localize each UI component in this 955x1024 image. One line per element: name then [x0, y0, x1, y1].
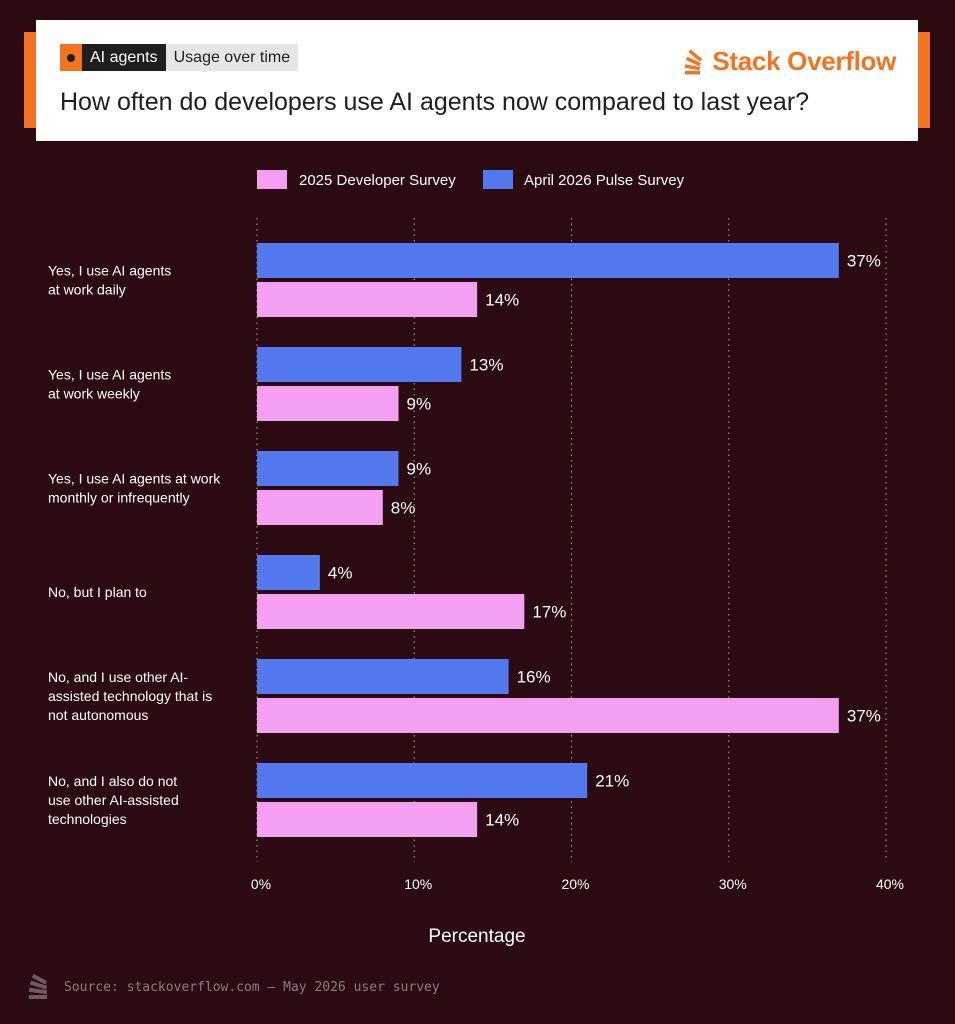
- left-accent-bar: [24, 32, 36, 128]
- source-note: Source: stackoverflow.com — May 2026 use…: [64, 979, 440, 995]
- bar-2025: [257, 386, 399, 421]
- x-tick-label: 20%: [561, 876, 589, 892]
- category-label: not autonomous: [48, 707, 148, 723]
- brand-name: Stack Overflow: [712, 46, 896, 76]
- x-tick-label: 40%: [876, 876, 904, 892]
- stack-overflow-logo: Stack Overflow: [684, 46, 896, 77]
- category-label: Yes, I use AI agents: [48, 367, 171, 383]
- legend-swatch-2026: [483, 170, 513, 189]
- tag-ai-agents: AI agents: [60, 44, 166, 71]
- category-label: at work daily: [48, 282, 126, 298]
- tag-usage-label: Usage over time: [173, 48, 291, 66]
- x-tick-label: 10%: [404, 876, 432, 892]
- bar-2026-label: 13%: [469, 356, 503, 375]
- bar-2026: [257, 451, 399, 486]
- bar-2025-label: 17%: [532, 603, 566, 622]
- bar-2025: [257, 490, 383, 525]
- x-axis-label: Percentage: [428, 926, 525, 947]
- bar-2025: [257, 698, 839, 733]
- x-tick-label: 30%: [719, 876, 747, 892]
- category-label: monthly or infrequently: [48, 490, 190, 506]
- bar-2026-label: 37%: [847, 252, 881, 271]
- tag-ai-agents-label: AI agents: [90, 48, 158, 66]
- category-label: assisted technology that is: [48, 688, 212, 704]
- stack-icon: [28, 974, 48, 999]
- tag-dot-icon: [60, 44, 82, 71]
- bar-2025-label: 8%: [391, 499, 416, 518]
- header-card: AI agents Usage over time Stack Overflow…: [36, 20, 918, 141]
- category-label: technologies: [48, 811, 127, 827]
- bar-2026-label: 21%: [595, 772, 629, 791]
- topic-tags: AI agents Usage over time: [60, 44, 299, 71]
- bar-2026-label: 4%: [328, 564, 353, 583]
- legend-label-2026: April 2026 Pulse Survey: [524, 172, 685, 189]
- bar-2025: [257, 594, 525, 629]
- category-label: at work weekly: [48, 386, 140, 402]
- category-label: Yes, I use AI agents: [48, 263, 171, 279]
- tag-usage-over-time: Usage over time: [165, 44, 299, 71]
- bar-2026: [257, 555, 320, 590]
- right-accent-bar: [918, 32, 930, 128]
- bar-2025-label: 14%: [485, 291, 519, 310]
- footer: Source: stackoverflow.com — May 2026 use…: [28, 974, 440, 1000]
- x-tick-label: 0%: [251, 876, 271, 892]
- stack-overflow-icon: [685, 48, 703, 74]
- bar-2026-label: 9%: [407, 460, 432, 479]
- bar-2026: [257, 243, 839, 278]
- bar-2026: [257, 763, 588, 798]
- legend-swatch-2025: [257, 170, 287, 189]
- bar-2025: [257, 282, 478, 317]
- bar-2025: [257, 802, 478, 837]
- legend-label-2025: 2025 Developer Survey: [299, 172, 456, 189]
- bar-2026: [257, 347, 462, 382]
- bar-2026-label: 16%: [517, 668, 551, 687]
- bar-2025-label: 9%: [407, 395, 432, 414]
- chart-title: How often do developers use AI agents no…: [60, 88, 810, 116]
- category-label: use other AI-assisted: [48, 792, 179, 808]
- bar-2025-label: 37%: [847, 707, 881, 726]
- category-label: No, and I also do not: [48, 773, 177, 789]
- category-label: No, but I plan to: [48, 584, 147, 600]
- category-label: Yes, I use AI agents at work: [48, 471, 221, 487]
- bar-2025-label: 14%: [485, 811, 519, 830]
- bar-2026: [257, 659, 509, 694]
- category-label: No, and I use other AI-: [48, 669, 188, 685]
